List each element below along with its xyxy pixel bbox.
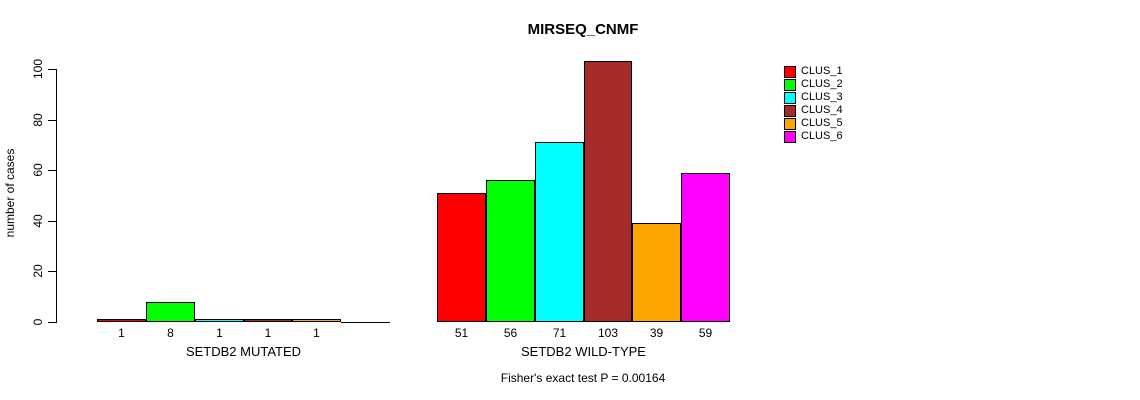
y-axis-tick — [48, 322, 56, 323]
y-axis-label: number of cases — [3, 148, 17, 238]
bar-value-label: 71 — [552, 326, 567, 340]
y-axis-tick — [48, 170, 56, 171]
legend-item-label: CLUS_3 — [801, 91, 843, 103]
chart-title: MIRSEQ_CNMF — [527, 21, 639, 38]
y-axis-tick-label: 80 — [31, 113, 45, 127]
y-axis-tick-label: 60 — [31, 163, 45, 177]
y-axis — [56, 69, 57, 323]
bar-clus_6 — [681, 173, 730, 322]
group-label: SETDB2 MUTATED — [185, 344, 302, 359]
bar-value-label: 1 — [118, 326, 125, 340]
legend-swatch-clus_3 — [784, 91, 796, 104]
y-axis-tick — [48, 221, 56, 222]
y-axis-tick-label: 100 — [31, 58, 45, 80]
legend-item-label: CLUS_5 — [801, 117, 843, 129]
bar-value-label: 51 — [454, 326, 469, 340]
legend-item: CLUS_1 — [784, 65, 843, 78]
bar-clus_3 — [195, 319, 244, 322]
legend-item-label: CLUS_1 — [801, 65, 843, 77]
legend-swatch-clus_5 — [784, 117, 796, 130]
bar-clus_4 — [584, 61, 632, 322]
fisher-test-annotation: Fisher's exact test P = 0.00164 — [500, 371, 666, 385]
bar-value-label: 1 — [216, 326, 223, 340]
legend-swatch-clus_2 — [784, 78, 796, 91]
legend-item-label: CLUS_2 — [801, 78, 843, 90]
y-axis-tick — [48, 120, 56, 121]
bar-value-label: 1 — [313, 326, 320, 340]
bar-value-label: 103 — [597, 326, 619, 340]
bar-clus_4 — [244, 319, 292, 322]
bar-value-label: 39 — [649, 326, 664, 340]
legend-item-label: CLUS_4 — [801, 104, 843, 116]
bar-clus_5 — [292, 319, 341, 322]
bar-value-label: 56 — [503, 326, 518, 340]
legend-item: CLUS_3 — [784, 91, 843, 104]
y-axis-tick-label: 0 — [31, 318, 45, 326]
bar-clus_2 — [486, 180, 535, 322]
bar-value-label: 1 — [264, 326, 272, 340]
bar-clus_6 — [341, 322, 390, 323]
y-axis-tick — [48, 271, 56, 272]
group-label: SETDB2 WILD-TYPE — [521, 344, 646, 359]
y-axis-tick-label: 40 — [31, 214, 45, 228]
legend: CLUS_1 CLUS_2 CLUS_3 CLUS_4 CLUS_5 CLUS_6 — [784, 65, 843, 143]
bar-clus_1 — [97, 319, 146, 322]
bar-clus_2 — [146, 302, 195, 322]
bar-value-label: 59 — [698, 326, 713, 340]
y-axis-tick-label: 20 — [31, 264, 45, 278]
bar-clus_5 — [632, 223, 681, 322]
bar-clus_1 — [437, 193, 486, 322]
legend-item: CLUS_6 — [784, 130, 843, 143]
legend-item-label: CLUS_6 — [801, 130, 843, 142]
legend-item: CLUS_5 — [784, 117, 843, 130]
legend-item: CLUS_2 — [784, 78, 843, 91]
legend-swatch-clus_1 — [784, 65, 796, 78]
bar-value-label: 8 — [167, 326, 174, 340]
legend-swatch-clus_4 — [784, 104, 796, 117]
y-axis-tick — [48, 69, 56, 70]
bar-clus_3 — [535, 142, 584, 322]
legend-swatch-clus_6 — [784, 130, 796, 143]
legend-item: CLUS_4 — [784, 104, 843, 117]
